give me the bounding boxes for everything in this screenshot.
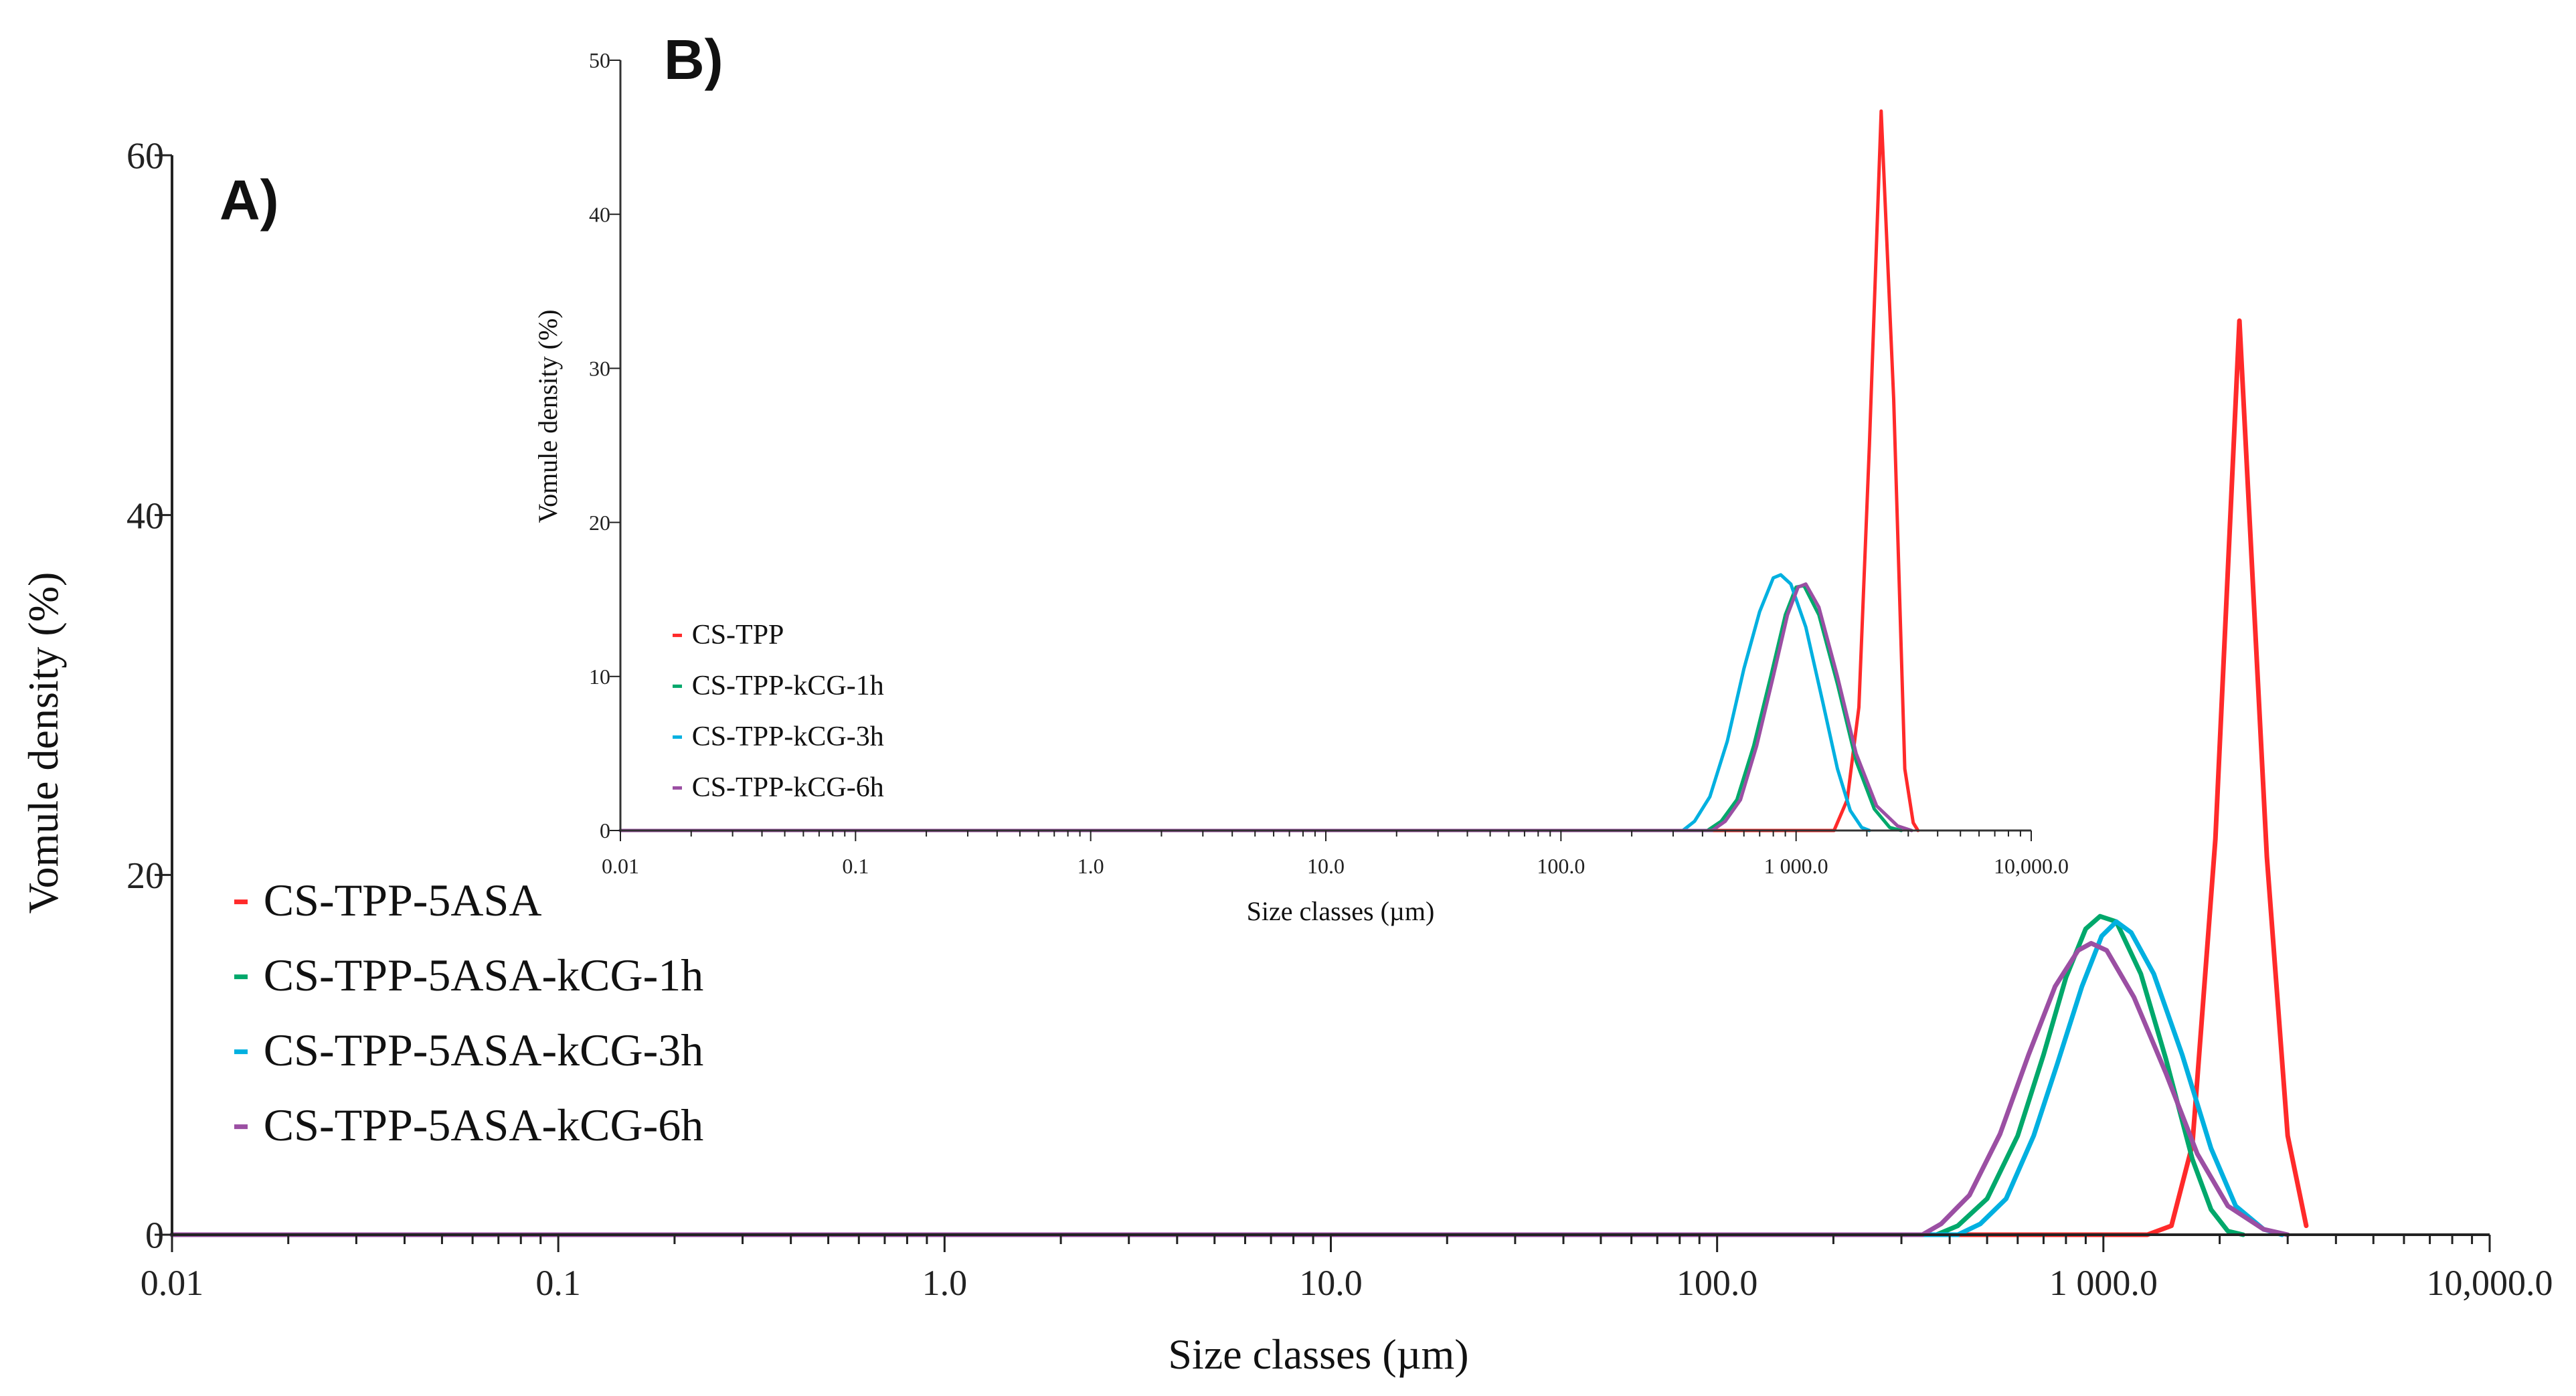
legend-entry-label: CS-TPP-kCG-6h: [692, 772, 884, 803]
x-tick-label: 100.0: [1677, 1263, 1758, 1303]
panel-a-y-ticks: 0 20 40 60: [126, 136, 172, 1257]
panel-b-inset-chart: 0.01 0.1 1.0 10.0 100.0 1 000.0 10,000.0 0 10 20…: [533, 28, 2069, 937]
series-line-cs-tpp: [618, 109, 1920, 833]
series-line-cs-tpp-kcg-1h: [618, 584, 1903, 833]
panel-a-label: A): [220, 169, 279, 232]
series-line-cs-tpp-5asa-kcg-6h: [169, 941, 2290, 1237]
panel-a-chart: 0.01 0.1 1.0 10.0 100.0 1 000.0 10,000.0 0 20 40…: [19, 136, 2553, 1378]
panel-b-legend: CS-TPP CS-TPP-kCG-1h CS-TPP-kCG-3h CS-TPP-k…: [673, 620, 884, 803]
series-line-cs-tpp-5asa: [169, 318, 2309, 1237]
y-tick-label: 20: [589, 511, 610, 535]
x-tick-label: 100.0: [1537, 854, 1585, 878]
panel-b-y-axis-label: Vomule density (%): [533, 309, 563, 523]
panel-b-series-group: [618, 109, 1920, 833]
y-tick-label: 40: [589, 202, 610, 226]
x-tick-label: 10.0: [1299, 1263, 1363, 1303]
x-tick-label: 10,000.0: [2427, 1263, 2553, 1303]
panel-a-x-axis-label: Size classes (µm): [1168, 1330, 1468, 1378]
panel-b-x-ticks: 0.01 0.1 1.0 10.0 100.0 1 000.0 10,000.0: [602, 831, 2069, 878]
y-tick-label: 40: [126, 495, 164, 537]
y-tick-label: 20: [126, 855, 164, 897]
y-tick-label: 50: [589, 48, 610, 72]
legend-entry-label: CS-TPP-5ASA-kCG-6h: [264, 1100, 703, 1150]
x-tick-label: 0.1: [842, 854, 869, 878]
x-tick-label: 0.01: [602, 854, 639, 878]
x-tick-label: 0.1: [535, 1263, 581, 1303]
x-tick-label: 1.0: [1078, 854, 1104, 878]
legend-entry-label: CS-TPP: [692, 620, 784, 650]
series-line-cs-tpp-kcg-6h: [618, 582, 1913, 833]
legend-entry-label: CS-TPP-5ASA-kCG-1h: [264, 950, 703, 1000]
series-line-cs-tpp-5asa-kcg-3h: [169, 919, 2285, 1237]
x-tick-label: 1 000.0: [2049, 1263, 2158, 1303]
y-tick-label: 30: [589, 357, 610, 381]
legend-entry-label: CS-TPP-kCG-1h: [692, 671, 884, 701]
x-tick-label: 10,000.0: [1994, 854, 2069, 878]
panel-b-y-ticks: 0 10 20 30 40 50: [589, 48, 620, 843]
y-tick-label: 10: [589, 665, 610, 689]
x-tick-label: 10.0: [1307, 854, 1345, 878]
panel-a-legend: CS-TPP-5ASA CS-TPP-5ASA-kCG-1h CS-TPP-5ASA…: [234, 875, 703, 1150]
panel-b-label: B): [664, 28, 723, 91]
y-tick-label: 0: [145, 1215, 164, 1257]
panel-a-series-group: [169, 318, 2309, 1237]
y-tick-label: 60: [126, 136, 164, 177]
y-tick-label: 0: [600, 818, 610, 843]
x-tick-label: 1.0: [922, 1263, 968, 1303]
panel-a-y-axis-label: Vomule density (%): [19, 572, 67, 914]
legend-entry-label: CS-TPP-5ASA-kCG-3h: [264, 1025, 703, 1075]
x-tick-label: 1 000.0: [1764, 854, 1828, 878]
legend-entry-label: CS-TPP-5ASA: [264, 875, 542, 926]
panel-a-x-ticks: 0.01 0.1 1.0 10.0 100.0 1 000.0 10,000.0: [141, 1235, 2553, 1303]
legend-entry-label: CS-TPP-kCG-3h: [692, 721, 884, 752]
x-tick-label: 0.01: [141, 1263, 204, 1303]
series-line-cs-tpp-kcg-3h: [618, 573, 1871, 833]
panel-b-x-axis-label: Size classes (µm): [1247, 896, 1435, 926]
series-line-cs-tpp-5asa-kcg-1h: [169, 913, 2246, 1237]
